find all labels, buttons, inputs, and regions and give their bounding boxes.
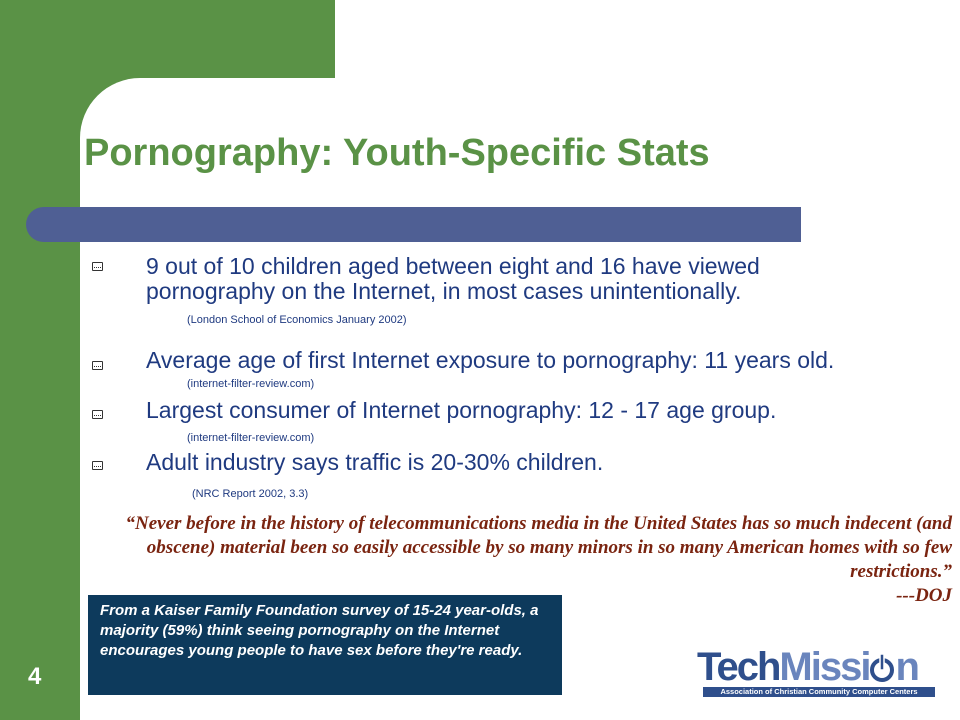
bullet-source: (internet-filter-review.com)	[187, 378, 315, 390]
kaiser-survey-text: From a Kaiser Family Foundation survey o…	[100, 602, 539, 659]
logo-word-light: Missi	[779, 645, 871, 689]
bullet-text: Adult industry says traffic is 20-30% ch…	[146, 449, 604, 475]
quote-text: “Never before in the history of telecomm…	[125, 513, 952, 582]
bullet-text: Average age of first Internet exposure t…	[146, 347, 835, 373]
quote-attribution: ---DOJ	[896, 585, 952, 606]
bullet-source: (internet-filter-review.com)	[187, 432, 315, 444]
power-icon	[870, 653, 895, 682]
bullet-text: Largest consumer of Internet pornography…	[146, 397, 777, 423]
keyboard-bullet-icon	[92, 461, 103, 470]
logo-wordmark: TechMissi n	[697, 645, 920, 689]
bullet-text: 9 out of 10 children aged between eight …	[146, 253, 760, 304]
logo-word-end: n	[895, 645, 919, 689]
page-number: 4	[28, 663, 42, 690]
title-underline-bar	[26, 207, 801, 242]
keyboard-bullet-icon	[92, 361, 103, 370]
logo-word-dark: Tech	[697, 645, 781, 689]
techmission-logo: TechMissi n Association of Christian Comm…	[697, 645, 941, 697]
doj-quote: “Never before in the history of telecomm…	[96, 512, 952, 608]
keyboard-bullet-icon	[92, 262, 103, 271]
kaiser-survey-box: From a Kaiser Family Foundation survey o…	[88, 595, 562, 695]
bullet-source: (NRC Report 2002, 3.3)	[192, 488, 309, 500]
logo-tagline: Association of Christian Community Compu…	[703, 687, 935, 697]
bullet-source: (London School of Economics January 2002…	[187, 314, 407, 326]
keyboard-bullet-icon	[92, 410, 103, 419]
slide-title: Pornography: Youth-Specific Stats	[84, 132, 710, 174]
